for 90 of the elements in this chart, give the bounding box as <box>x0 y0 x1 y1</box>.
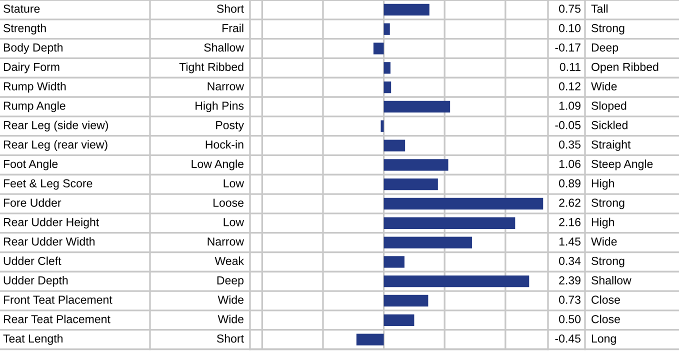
bar <box>384 159 448 171</box>
text: Low <box>224 179 244 188</box>
bar <box>384 81 392 94</box>
y-tick-label: Front Teat Placement <box>4 295 112 304</box>
data-label: 2.62 <box>559 198 580 207</box>
text: Deep <box>217 276 244 287</box>
bar <box>380 120 384 132</box>
data-label: -0.45 <box>555 334 581 343</box>
data-label: 0.73 <box>559 296 580 304</box>
y-tick-label: Udder Depth <box>4 276 68 287</box>
data-label: 0.10 <box>559 24 581 32</box>
text: Narrow <box>208 238 244 246</box>
bar <box>384 178 438 190</box>
data-label: 0.12 <box>559 82 580 90</box>
y-tick-label: Strength <box>4 24 46 34</box>
data-label: 1.09 <box>559 102 580 110</box>
bar <box>384 314 414 326</box>
text: Short <box>216 334 244 343</box>
text: Posty <box>216 121 244 132</box>
bar <box>384 100 450 113</box>
text: Hock-in <box>206 140 244 149</box>
bar <box>384 4 430 16</box>
y-tick-label: Rear Udder Width <box>4 237 95 246</box>
bar <box>384 276 530 288</box>
data-label: 1.45 <box>559 238 581 246</box>
y-tick-label: Feet & Leg Score <box>4 179 92 190</box>
bar <box>373 42 384 54</box>
text: Wide <box>218 314 244 324</box>
bar <box>384 256 404 268</box>
text: Frail <box>222 24 244 32</box>
text: Low <box>224 218 244 226</box>
text: Deep <box>592 44 618 54</box>
y-tick-label: Rear Leg (rear view) <box>4 140 108 151</box>
bar <box>384 140 406 152</box>
text: Shallow <box>592 276 632 284</box>
text: Weak <box>214 256 244 266</box>
bar <box>356 334 384 346</box>
y-tick-label: Dairy Form <box>4 62 60 74</box>
text: High <box>592 218 614 228</box>
data-label: 2.16 <box>559 218 580 226</box>
text: Sloped <box>592 101 626 112</box>
bar <box>384 294 428 307</box>
text: Shallow <box>204 43 244 52</box>
text: Open Ribbed <box>592 62 658 74</box>
data-label: 0.35 <box>559 140 581 149</box>
text: Straight <box>592 140 631 151</box>
text: Sickled <box>592 120 628 130</box>
y-tick-label: Body Depth <box>4 43 62 54</box>
data-label: 0.50 <box>559 315 581 324</box>
y-tick-label: Stature <box>4 4 40 13</box>
text: Strong <box>592 198 624 210</box>
data-label: 0.11 <box>560 62 580 72</box>
y-tick-label: Teat Length <box>3 334 62 345</box>
text: High Pins <box>196 101 244 112</box>
text: Long <box>592 334 616 345</box>
data-label: 0.89 <box>559 179 580 188</box>
bar <box>384 236 472 248</box>
y-tick-label: Udder Cleft <box>4 256 62 266</box>
bar <box>384 62 390 74</box>
y-tick-label: Foot Angle <box>4 160 58 170</box>
y-tick-label: Rear Teat Placement <box>4 314 110 324</box>
y-tick-label: Rump Angle <box>4 101 66 112</box>
text: Close <box>592 314 620 324</box>
y-tick-label: Fore Udder <box>4 198 62 207</box>
data-label: -0.17 <box>555 43 580 52</box>
data-label: 0.34 <box>559 256 581 266</box>
text: Strong <box>592 24 624 34</box>
text: Loose <box>214 198 244 207</box>
y-tick-label: Rear Udder Height <box>4 218 100 228</box>
text: Tall <box>591 4 608 13</box>
text: Short <box>216 4 244 13</box>
text: Close <box>592 295 620 304</box>
y-tick-label: Rear Leg (side view) <box>4 120 108 132</box>
data-label: 0.75 <box>559 4 581 13</box>
bar <box>384 217 516 229</box>
text: Wide <box>591 82 617 90</box>
text: Low Angle <box>192 160 244 170</box>
y-tick-label: Rump Width <box>4 82 66 93</box>
text: Steep Angle <box>592 160 653 170</box>
text: Strong <box>592 256 624 268</box>
text: Tight Ribbed <box>179 62 244 74</box>
text: Wide <box>591 237 617 246</box>
data-label: -0.05 <box>555 121 581 130</box>
text: Narrow <box>208 82 244 90</box>
data-label: 1.06 <box>559 160 580 168</box>
data-label: 2.39 <box>559 276 580 284</box>
bar <box>384 198 544 210</box>
text: High <box>592 178 614 190</box>
bar <box>384 23 390 35</box>
text: Wide <box>218 295 244 304</box>
